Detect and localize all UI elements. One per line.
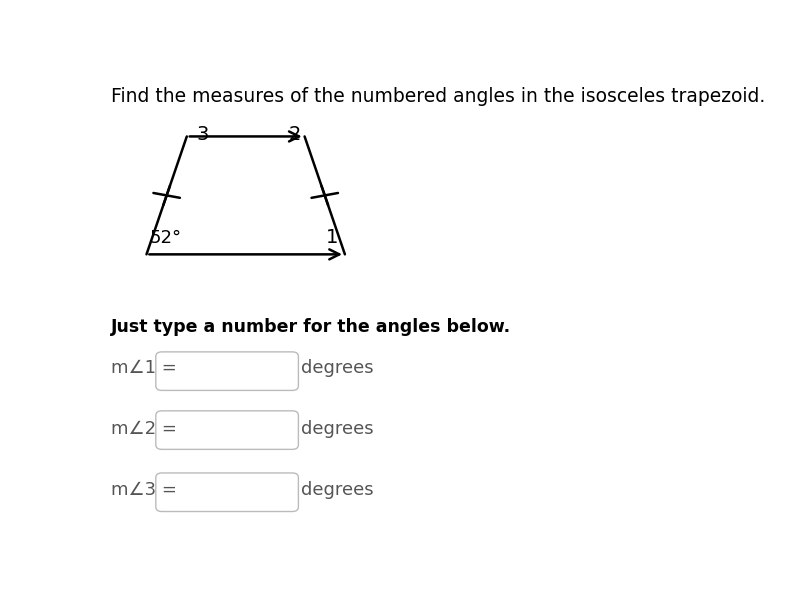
Text: degrees: degrees [302, 420, 374, 438]
Text: degrees: degrees [302, 359, 374, 377]
FancyBboxPatch shape [156, 473, 298, 511]
FancyBboxPatch shape [156, 411, 298, 449]
Text: 3: 3 [196, 125, 209, 144]
Text: 1: 1 [326, 228, 338, 247]
Text: Find the measures of the numbered angles in the isosceles trapezoid.: Find the measures of the numbered angles… [111, 87, 766, 105]
Text: m∠2 =: m∠2 = [111, 420, 177, 438]
Text: 2: 2 [289, 125, 302, 144]
Text: m∠1 =: m∠1 = [111, 359, 177, 377]
Text: degrees: degrees [302, 481, 374, 499]
Text: m∠3 =: m∠3 = [111, 481, 177, 499]
FancyBboxPatch shape [156, 352, 298, 391]
Text: 52°: 52° [150, 229, 182, 247]
Text: Just type a number for the angles below.: Just type a number for the angles below. [111, 318, 511, 336]
